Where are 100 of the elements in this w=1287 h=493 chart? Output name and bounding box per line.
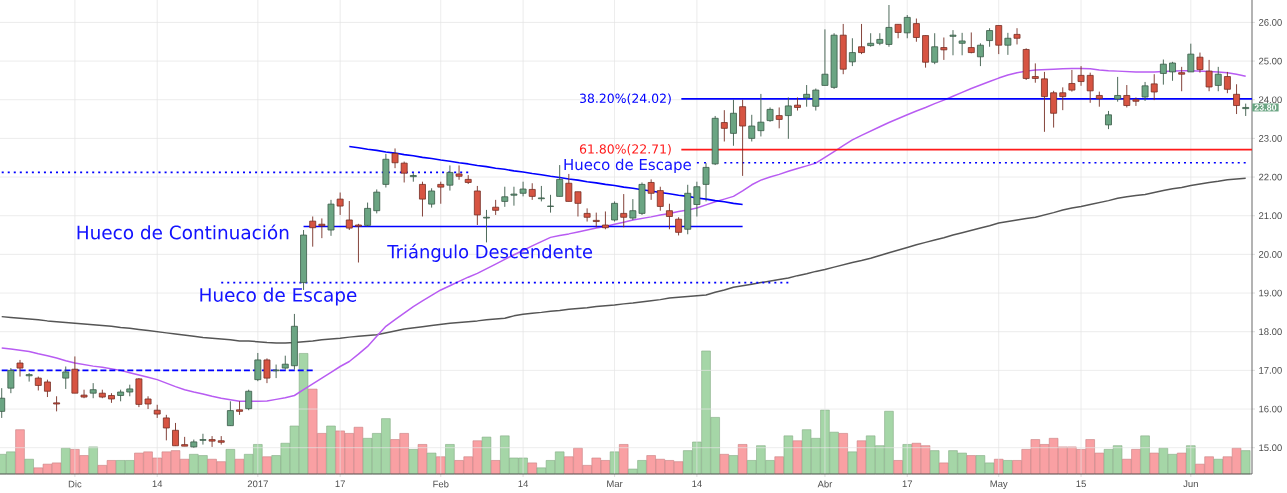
candlestick: [1068, 69, 1076, 93]
candlestick: [208, 435, 216, 448]
y-tick-label: 23.00: [1258, 135, 1282, 142]
candlestick: [172, 422, 179, 447]
bar: [728, 455, 739, 475]
y-tick-label: 19.00: [1259, 289, 1282, 297]
candlestick: [446, 165, 454, 192]
y-tick-label: 25.00: [1258, 57, 1282, 65]
candlestick: [1114, 76, 1122, 103]
candlestick: [236, 400, 243, 416]
candlestick: [437, 181, 445, 205]
candlestick: [336, 192, 344, 216]
candlestick: [803, 84, 811, 108]
x-tick-label: Abr: [817, 480, 833, 488]
bar: [61, 447, 71, 475]
candlestick: [885, 4, 893, 48]
y-tick-label: 26.00: [1258, 19, 1282, 26]
x-tick-label: 14: [692, 480, 702, 488]
candlestick: [693, 181, 701, 217]
x-tick-label: 17: [335, 480, 345, 488]
y-tick-label: 22.00: [1258, 173, 1282, 181]
candlestick: [355, 223, 362, 263]
candlestick: [1159, 59, 1167, 86]
candlestick: [730, 99, 737, 147]
y-tick-label: 15.00: [1259, 444, 1282, 452]
candlestick: [748, 114, 756, 142]
y-tick-label: 24.00: [1258, 96, 1282, 104]
annotation: Hueco de Escape: [200, 287, 357, 306]
y-tick-label: 21.00: [1258, 212, 1282, 220]
candlestick: [16, 359, 24, 378]
candlestick: [1123, 84, 1131, 108]
ref-line-label: 38.20%(24.02): [580, 93, 671, 105]
bar: [1140, 435, 1150, 475]
candlestick: [1150, 73, 1158, 101]
candlestick: [1178, 66, 1186, 92]
bar: [783, 435, 794, 475]
bar: [792, 440, 803, 475]
candlestick: [977, 42, 984, 67]
bar: [408, 449, 419, 475]
bar: [445, 444, 455, 475]
candlestick: [1141, 81, 1149, 102]
candlestick: [986, 27, 993, 48]
candlestick: [858, 23, 865, 55]
candlestick: [1041, 71, 1048, 133]
candlestick: [739, 99, 747, 177]
candlestick: [1105, 110, 1112, 130]
candlestick: [848, 37, 856, 67]
candlestick: [391, 148, 399, 169]
line-series: [348, 145, 744, 206]
candlestick: [455, 165, 463, 181]
x-tick-label: Feb: [433, 480, 449, 488]
bar: [417, 444, 428, 475]
candlestick: [1214, 66, 1222, 92]
bar: [1241, 450, 1251, 475]
candlestick: [958, 32, 966, 56]
x-tick-label: 2017: [247, 480, 268, 488]
candlestick: [556, 164, 564, 197]
candlestick: [775, 107, 783, 129]
candlestick: [565, 173, 573, 202]
candlestick: [912, 18, 920, 43]
bar: [527, 462, 537, 475]
bar: [966, 455, 976, 475]
candlestick: [501, 186, 509, 208]
candlestick: [757, 93, 765, 137]
candlestick: [931, 32, 939, 65]
bar: [1176, 452, 1187, 475]
candlestick: [199, 433, 207, 446]
x-tick-label: Dic: [68, 480, 82, 488]
x-tick-label: May: [990, 480, 1008, 489]
bar: [856, 440, 867, 475]
candlestick: [1187, 43, 1195, 73]
bar: [1149, 452, 1159, 475]
ref-line-label: 61.80%(22.71): [579, 144, 671, 156]
candlestick: [0, 387, 6, 419]
x-tick-label: 17: [902, 480, 913, 488]
y-tick-label: 20.00: [1258, 251, 1282, 258]
x-tick-label: 14: [152, 480, 163, 488]
bar: [719, 454, 730, 475]
candlestick: [611, 200, 618, 222]
candlestick: [666, 203, 673, 230]
candlestick: [245, 389, 253, 411]
candlestick: [903, 14, 911, 39]
bar: [838, 433, 848, 475]
bar: [15, 429, 25, 475]
candlestick: [1031, 62, 1039, 84]
candlestick: [867, 32, 875, 48]
candlestick: [583, 207, 591, 222]
candlestick: [1013, 27, 1021, 45]
candlestick: [473, 185, 481, 226]
candlestick: [1050, 90, 1058, 129]
candlestick: [995, 25, 1003, 55]
candlestick: [1059, 86, 1067, 111]
candlestick: [647, 178, 655, 201]
candlestick: [592, 212, 600, 228]
candlestick: [1077, 65, 1085, 87]
x-tick-label: Jun: [1183, 480, 1198, 488]
candlestick: [1223, 71, 1231, 94]
bar: [234, 458, 245, 475]
x-tick-label: 15: [1076, 480, 1086, 488]
candlestick: [1242, 103, 1250, 117]
